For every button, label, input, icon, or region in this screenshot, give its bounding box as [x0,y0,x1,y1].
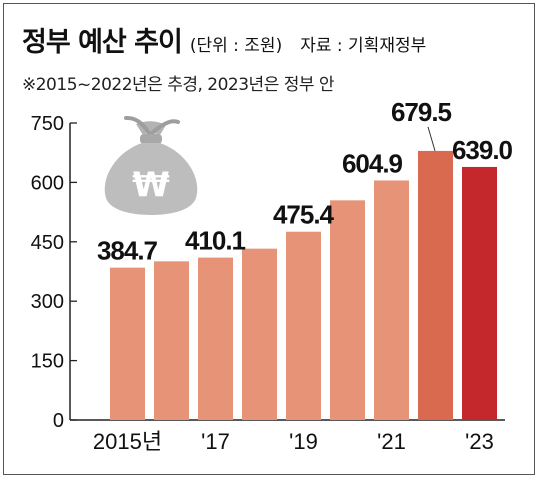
unit-label: (단위 : 조원) [189,36,283,56]
bar-2023 [462,166,497,420]
bar-2017 [198,257,233,420]
value-label-2021: 604.9 [342,148,403,178]
y-tick-label: 450 [31,232,64,254]
value-label-2019: 475.4 [273,200,335,230]
x-tick-label: 2015년 [93,429,162,454]
source-label: 자료 : 기획재정부 [300,36,427,56]
y-tick-label: 150 [31,351,64,373]
y-tick-label: 300 [31,291,64,313]
x-tick-label: '19 [289,429,318,454]
bar-2022 [418,150,453,420]
money-bag-won-icon: ₩ [104,115,198,215]
y-tick-label: 750 [31,113,64,135]
value-label-2022: 679.5 [391,97,452,127]
bar-2020 [330,200,365,420]
value-label-leader [427,126,436,152]
chart-frame [3,3,535,475]
svg-text:₩: ₩ [132,165,170,205]
chart-title: 정부 예산 추이 [22,27,183,58]
bar-2015 [110,267,145,420]
y-tick-label: 600 [31,172,64,194]
x-tick-label: '17 [201,429,230,454]
bar-2018 [242,248,277,420]
value-label-2017: 410.1 [185,226,246,256]
y-tick-label: 0 [53,410,64,432]
bar-2019 [286,231,321,420]
bar-2021 [374,180,409,420]
bar-2016 [154,261,189,420]
value-label-2015: 384.7 [97,236,158,266]
x-tick-label: '23 [465,429,494,454]
value-label-2023: 639.0 [452,135,513,165]
x-tick-label: '21 [377,429,406,454]
footnote: ※2015~2022년은 추경, 2023년은 정부 안 [22,75,335,95]
chart-header: 정부 예산 추이 (단위 : 조원) 자료 : 기획재정부 [22,20,426,59]
